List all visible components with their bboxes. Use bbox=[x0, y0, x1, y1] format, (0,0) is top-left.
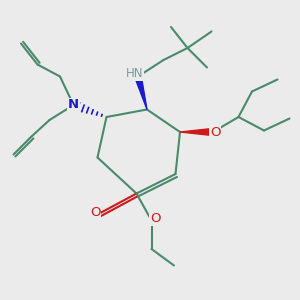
Text: O: O bbox=[90, 206, 100, 220]
Text: O: O bbox=[210, 125, 221, 139]
Polygon shape bbox=[180, 128, 213, 136]
Text: N: N bbox=[68, 98, 79, 112]
Text: HN: HN bbox=[126, 67, 143, 80]
Polygon shape bbox=[135, 76, 147, 110]
Text: O: O bbox=[150, 212, 160, 226]
